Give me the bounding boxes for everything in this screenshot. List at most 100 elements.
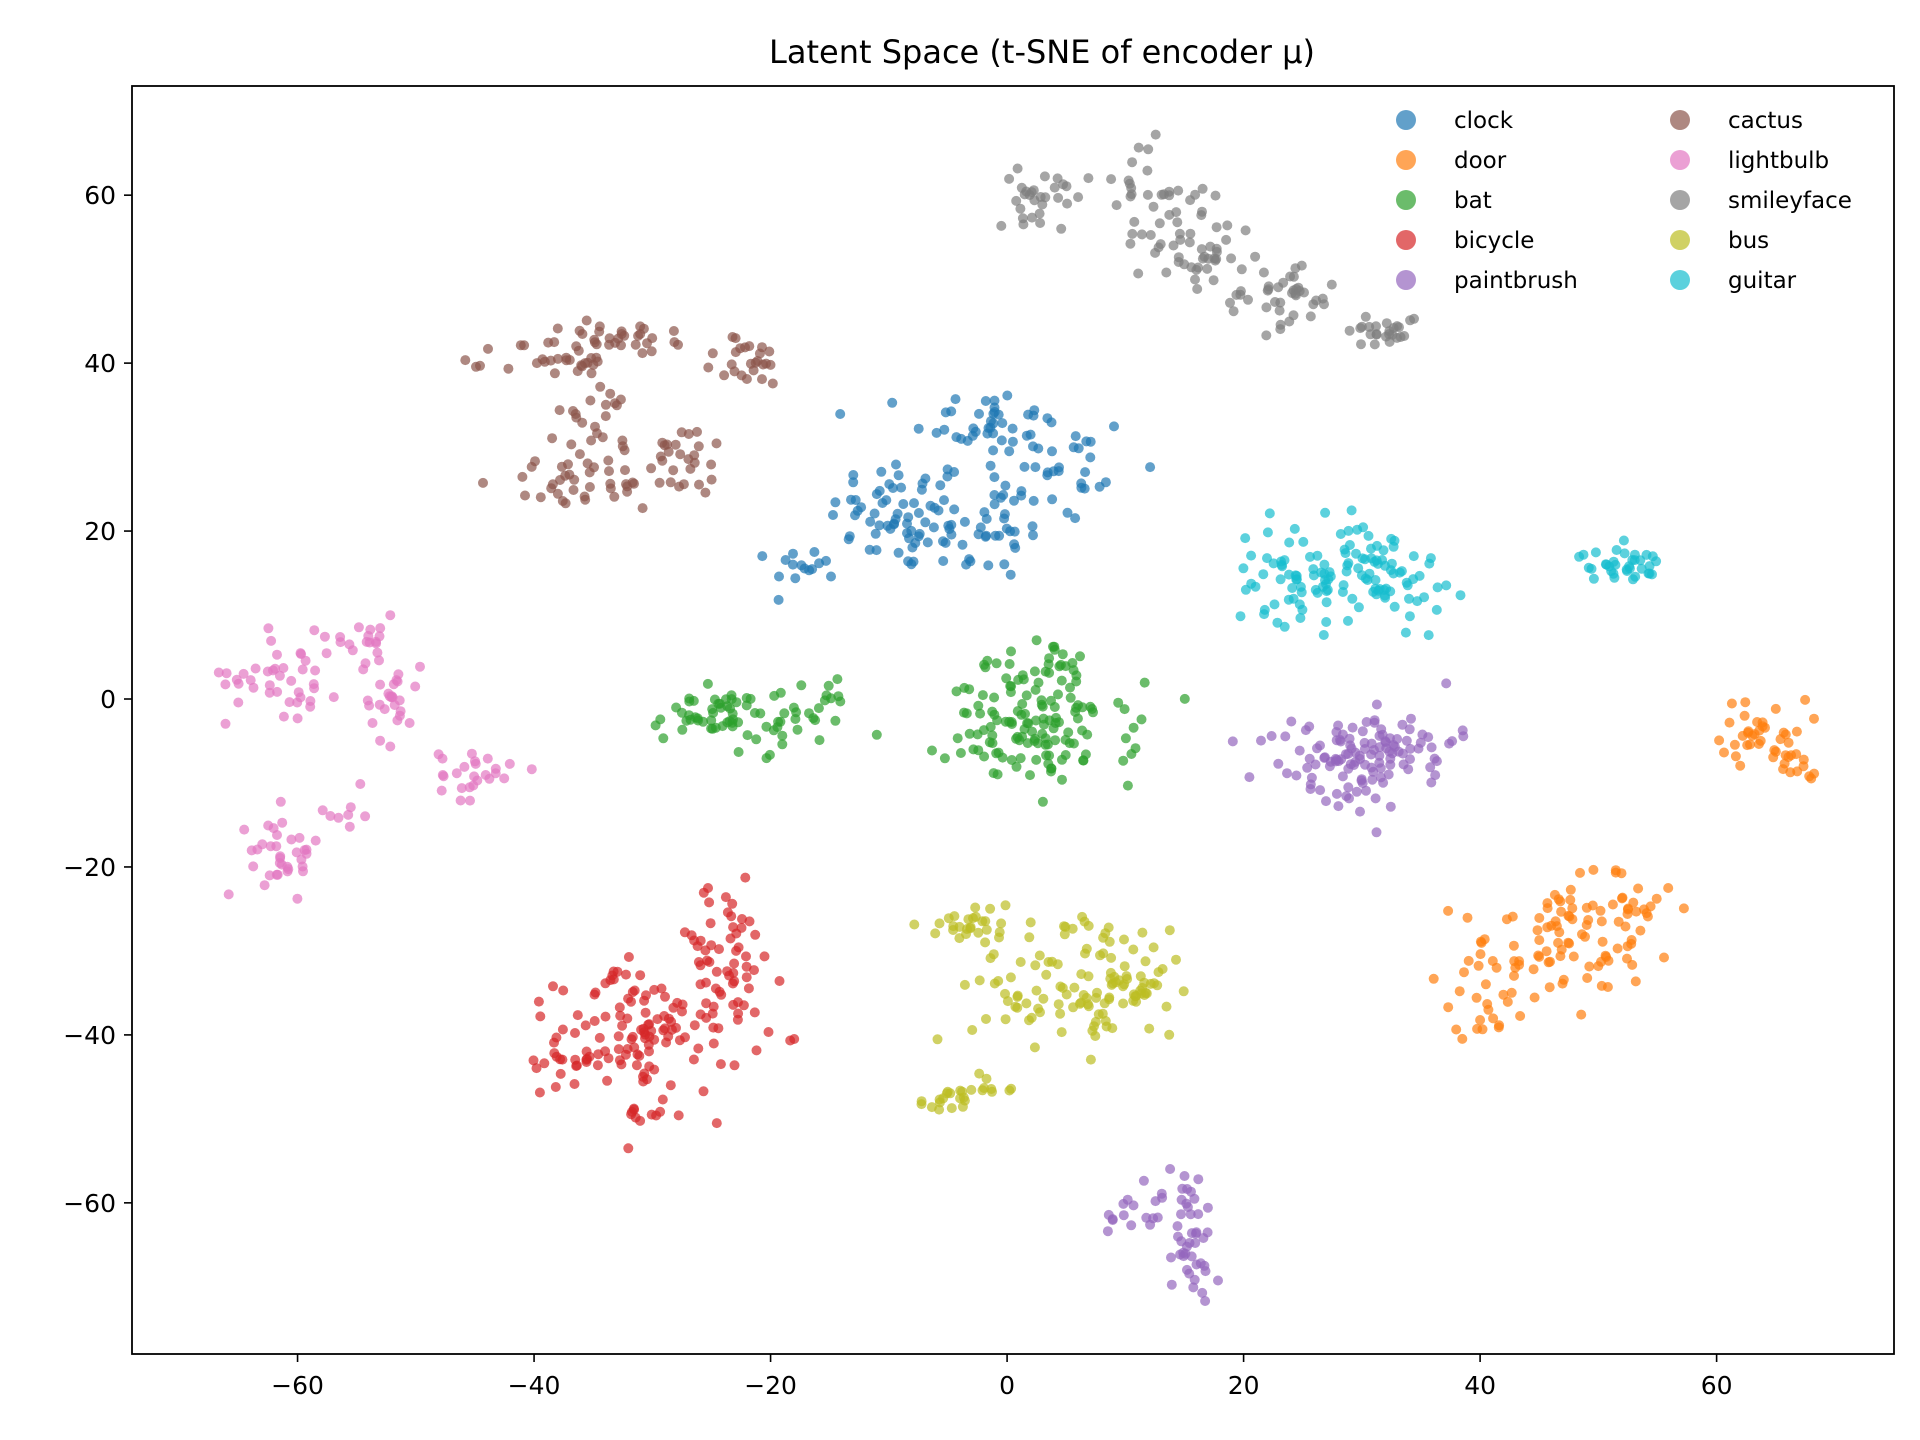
point-lightbulb [272,686,283,697]
point-bus [916,1096,927,1107]
point-smileyface [1154,218,1165,229]
point-lightbulb [456,783,467,794]
point-smileyface [1164,209,1175,220]
point-guitar [1289,523,1300,534]
point-bat [796,680,807,691]
point-bus [959,979,970,990]
point-cactus [603,455,614,466]
point-paintbrush [1426,777,1437,788]
point-lightbulb [220,679,231,690]
point-clock [1010,542,1021,553]
point-bicycle [621,969,631,980]
point-bus [1119,961,1130,972]
point-bicycle [620,1049,631,1060]
point-cactus [683,429,694,439]
point-paintbrush [1429,753,1440,764]
point-bicycle [673,1110,684,1121]
x-tick-label: 60 [1701,1371,1733,1400]
point-guitar [1264,508,1275,519]
point-clock [1028,495,1039,506]
point-paintbrush [1321,796,1331,807]
point-door [1563,910,1574,921]
point-bicycle [603,1053,614,1064]
point-bicycle [600,1011,611,1022]
point-guitar [1400,627,1411,638]
point-bat [1020,708,1030,719]
point-bat [1057,774,1067,785]
point-clock [848,470,859,480]
point-bus [981,924,992,935]
point-bicycle [634,1050,645,1061]
point-clock [850,495,861,505]
point-clock [898,499,909,509]
point-bicycle [741,972,752,983]
point-bicycle [741,951,751,962]
point-lightbulb [364,700,375,711]
point-lightbulb [292,893,303,904]
point-bicycle [558,985,569,996]
point-clock [871,489,882,500]
point-cactus [471,361,481,372]
point-lightbulb [319,631,330,642]
y-tick-label: 60 [84,181,116,210]
point-bus [946,1103,957,1114]
point-clock [876,466,887,477]
point-guitar [1262,527,1273,538]
point-cactus [620,465,630,476]
point-bicycle [623,1143,634,1154]
point-bicycle [680,1032,690,1043]
point-door [1584,961,1595,972]
point-bus [1053,999,1064,1010]
point-paintbrush [1398,759,1409,770]
point-door [1809,713,1819,724]
point-bus [967,1025,978,1035]
point-bus [1047,956,1058,967]
point-bicycle [613,1044,624,1055]
point-bus [1024,1015,1034,1026]
point-bus [1076,969,1087,980]
point-door [1719,747,1729,758]
point-bus [1024,932,1035,943]
point-bat [1075,651,1085,662]
point-clock [903,556,914,567]
point-paintbrush [1213,1275,1223,1286]
point-smileyface [1317,293,1328,304]
point-door [1475,1015,1486,1025]
point-smileyface [1186,262,1197,273]
point-paintbrush [1107,1215,1118,1225]
point-cactus [707,348,718,359]
point-cactus [531,358,542,369]
point-lightbulb [410,681,421,692]
point-bus [948,925,959,935]
point-paintbrush [1355,806,1365,817]
point-cactus [647,333,658,344]
point-guitar [1259,609,1270,620]
point-bat [1037,796,1048,807]
point-lightbulb [344,821,355,832]
point-guitar [1370,583,1381,594]
point-bat [964,728,975,739]
point-cactus [591,339,602,350]
point-bus [1012,990,1023,1001]
point-bat [1057,649,1068,660]
point-bus [1164,1029,1175,1040]
point-paintbrush [1118,1210,1129,1221]
point-paintbrush [1166,1252,1176,1263]
point-paintbrush [1256,735,1266,746]
point-door [1568,951,1579,962]
point-guitar [1284,537,1295,548]
point-bat [1001,673,1012,684]
point-bicycle [644,1046,654,1057]
point-door [1597,936,1608,947]
point-bus [1056,1027,1067,1038]
point-cactus [547,433,558,444]
point-cactus [580,494,591,505]
point-lightbulb [275,796,286,807]
point-lightbulb [375,735,386,746]
point-cactus [568,406,578,416]
point-smileyface [1061,181,1072,192]
point-bat [823,680,834,691]
point-paintbrush [1294,745,1305,756]
point-bicycle [706,940,717,951]
point-paintbrush [1406,713,1416,724]
